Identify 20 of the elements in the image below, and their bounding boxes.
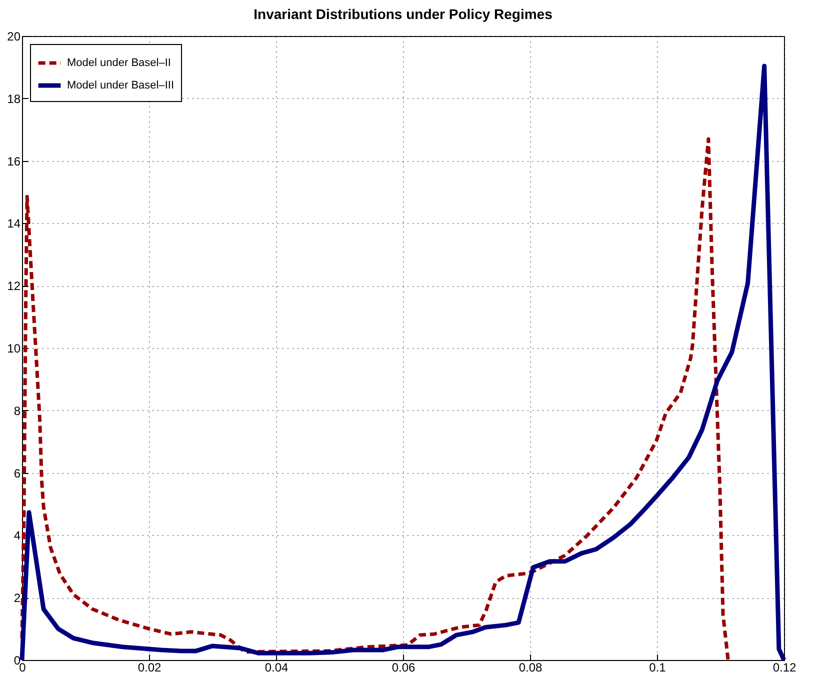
y-tick-label: 18 (7, 92, 21, 106)
y-tick-label: 14 (7, 216, 21, 231)
legend-label: Model under Basel–III (67, 80, 174, 92)
x-tick-label: 0.02 (138, 660, 162, 674)
y-tick-label: 10 (7, 342, 21, 356)
y-tick-label: 8 (14, 404, 21, 418)
legend-label: Model under Basel–II (67, 57, 171, 69)
y-tick-label: 16 (7, 154, 21, 168)
chart-title: Invariant Distributions under Policy Regimes (254, 6, 553, 22)
y-tick-label: 20 (7, 30, 21, 44)
x-tick-label: 0.04 (264, 660, 288, 674)
x-tick-label: 0.1 (649, 660, 666, 674)
y-tick-label: 6 (14, 466, 21, 480)
line-series (20, 137, 730, 662)
x-tick-label: 0.08 (518, 660, 542, 674)
x-tick-label: 0.06 (392, 660, 416, 674)
y-tick-label: 4 (14, 528, 21, 543)
y-tick-label: 2 (14, 591, 21, 606)
y-tick-label: 12 (7, 279, 21, 294)
x-tick-label: 0.12 (772, 660, 796, 674)
